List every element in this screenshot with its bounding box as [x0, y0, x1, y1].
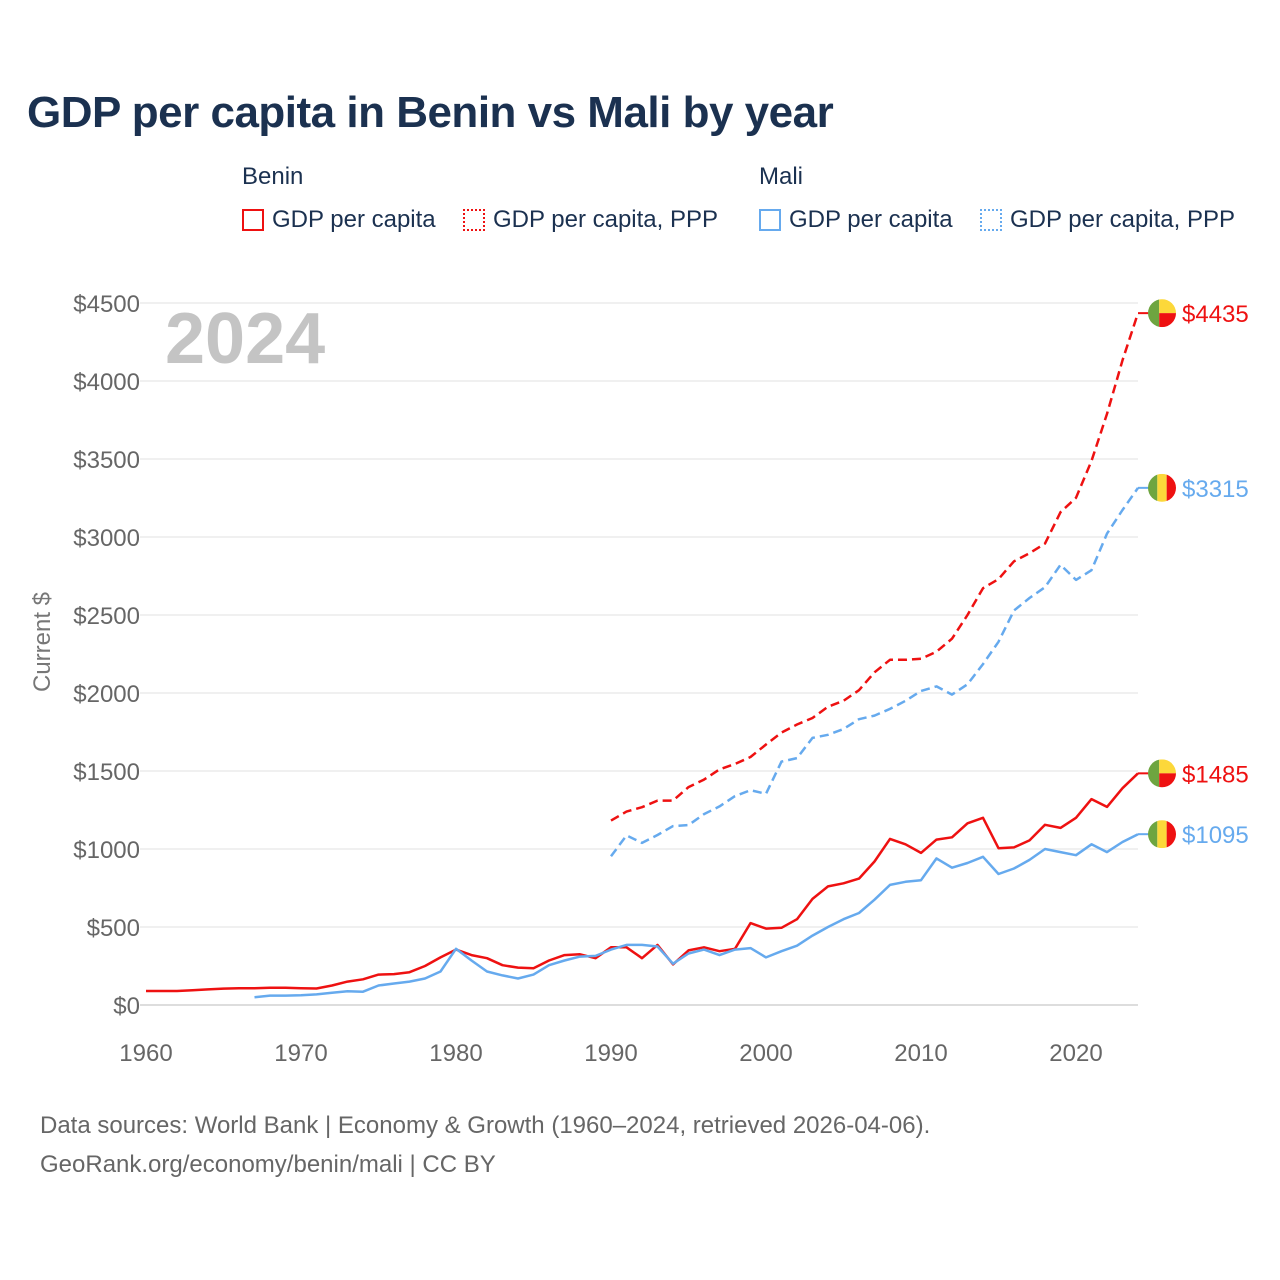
y-axis-label: Current $ [29, 592, 56, 692]
legend-group-mali: Mali [759, 163, 804, 190]
x-tick-label: 2000 [739, 1040, 792, 1067]
x-tick-label: 1970 [274, 1040, 327, 1067]
legend-label: GDP per capita [789, 206, 953, 233]
y-tick-label: $1000 [73, 837, 140, 864]
y-tick-label: $4500 [73, 291, 140, 318]
legend-label: GDP per capita [272, 206, 436, 233]
x-tick-label: 2010 [894, 1040, 947, 1067]
flag-body [1148, 820, 1176, 849]
y-tick-label: $500 [87, 915, 140, 942]
legend-benin-gdp[interactable]: GDP per capita [242, 206, 436, 234]
flag-red [1166, 473, 1176, 502]
y-tick-label: $4000 [73, 369, 140, 396]
series-line-mali-gdp-per-capita [254, 833, 1139, 999]
series-line-benin-gdp-per-capita [146, 772, 1139, 993]
y-tick-label: $3000 [73, 525, 140, 552]
solid-swatch-icon [242, 209, 264, 231]
end-value-label: $4435 [1182, 301, 1249, 328]
flag-yellow [1157, 473, 1167, 502]
series-line-mali-gdp-per-capita-ppp [609, 487, 1140, 858]
mali-flag-icon [1148, 820, 1176, 849]
y-tick-label: $1500 [73, 759, 140, 786]
flag-body [1148, 473, 1176, 502]
chart-title: GDP per capita in Benin vs Mali by year [27, 88, 834, 137]
legend-group-benin: Benin [242, 163, 304, 190]
year-watermark: 2024 [165, 299, 325, 379]
end-value-label: $1095 [1182, 822, 1249, 849]
legend-label: GDP per capita, PPP [493, 206, 718, 233]
series-line-benin-gdp-per-capita-ppp [610, 312, 1140, 822]
dotted-swatch-icon [463, 209, 485, 231]
flag-green [1148, 299, 1160, 328]
legend-label: GDP per capita, PPP [1010, 206, 1235, 233]
y-tick-label: $0 [113, 993, 140, 1020]
flag-yellow [1157, 820, 1167, 849]
legend-mali-gdp-ppp[interactable]: GDP per capita, PPP [980, 206, 1235, 234]
x-tick-label: 1990 [584, 1040, 637, 1067]
mali-flag-icon [1148, 473, 1176, 502]
footer-sources: Data sources: World Bank | Economy & Gro… [40, 1112, 931, 1139]
x-tick-label: 1960 [119, 1040, 172, 1067]
dotted-swatch-icon [980, 209, 1002, 231]
footer-link[interactable]: GeoRank.org/economy/benin/mali | CC BY [40, 1151, 496, 1178]
legend-mali-gdp[interactable]: GDP per capita [759, 206, 953, 234]
flag-red [1166, 820, 1176, 849]
y-tick-label: $3500 [73, 447, 140, 474]
x-tick-label: 1980 [429, 1040, 482, 1067]
x-tick-label: 2020 [1049, 1040, 1102, 1067]
footer: Data sources: World Bank | Economy & Gro… [40, 1106, 930, 1184]
end-value-label: $3315 [1182, 476, 1249, 503]
flag-green [1148, 759, 1160, 788]
y-tick-label: $2000 [73, 681, 140, 708]
y-tick-label: $2500 [73, 603, 140, 630]
legend-benin-gdp-ppp[interactable]: GDP per capita, PPP [463, 206, 718, 234]
end-value-label: $1485 [1182, 761, 1249, 788]
flag-green [1148, 820, 1158, 849]
solid-swatch-icon [759, 209, 781, 231]
flag-green [1148, 473, 1158, 502]
